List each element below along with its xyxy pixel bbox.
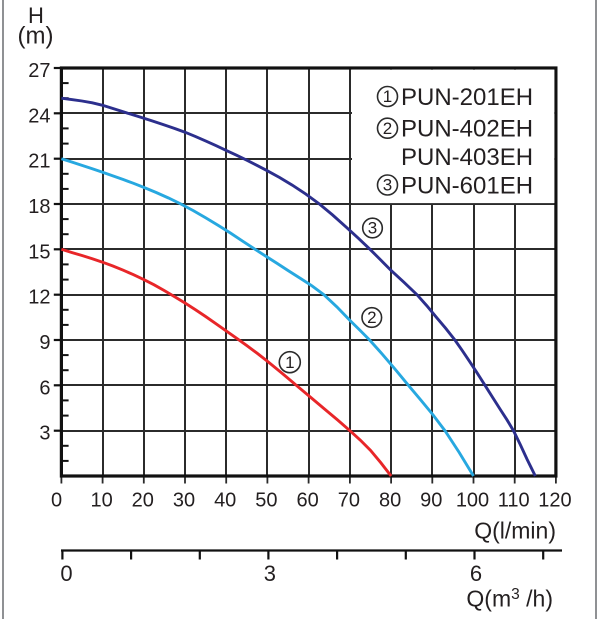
svg-text:H: H xyxy=(28,3,44,28)
svg-text:2: 2 xyxy=(383,119,392,138)
svg-text:110: 110 xyxy=(498,490,530,512)
svg-text:60: 60 xyxy=(296,490,318,512)
svg-text:6: 6 xyxy=(470,561,482,586)
svg-text:90: 90 xyxy=(420,490,442,512)
svg-text:21: 21 xyxy=(28,151,50,173)
svg-text:15: 15 xyxy=(28,241,50,263)
svg-text:70: 70 xyxy=(338,490,360,512)
svg-text:PUN-601EH: PUN-601EH xyxy=(401,172,533,199)
svg-text:3: 3 xyxy=(368,219,377,238)
svg-text:Q(l/min): Q(l/min) xyxy=(474,518,556,544)
svg-text:0: 0 xyxy=(60,561,72,586)
svg-text:80: 80 xyxy=(379,490,401,512)
svg-text:9: 9 xyxy=(39,332,50,354)
svg-text:24: 24 xyxy=(28,105,50,127)
svg-text:27: 27 xyxy=(28,60,50,82)
svg-text:120: 120 xyxy=(538,490,571,512)
svg-text:3: 3 xyxy=(383,176,392,195)
svg-text:10: 10 xyxy=(90,490,112,512)
svg-text:50: 50 xyxy=(255,490,277,512)
svg-text:PUN-201EH: PUN-201EH xyxy=(401,84,533,111)
svg-text:1: 1 xyxy=(383,87,392,106)
svg-text:Q(m3 /h): Q(m3 /h) xyxy=(466,586,553,612)
svg-text:PUN-402EH: PUN-402EH xyxy=(401,116,533,143)
svg-text:20: 20 xyxy=(132,490,154,512)
svg-text:2: 2 xyxy=(367,308,376,327)
svg-text:12: 12 xyxy=(28,287,50,309)
svg-text:18: 18 xyxy=(28,196,50,218)
svg-text:3: 3 xyxy=(264,561,276,586)
svg-text:6: 6 xyxy=(39,377,50,399)
svg-text:1: 1 xyxy=(285,353,294,372)
svg-text:40: 40 xyxy=(214,490,236,512)
svg-text:100: 100 xyxy=(456,490,489,512)
svg-text:0: 0 xyxy=(51,490,62,512)
svg-text:30: 30 xyxy=(173,490,195,512)
svg-text:3: 3 xyxy=(39,423,50,445)
svg-text:PUN-403EH: PUN-403EH xyxy=(401,144,533,171)
svg-text:(m): (m) xyxy=(18,23,54,50)
